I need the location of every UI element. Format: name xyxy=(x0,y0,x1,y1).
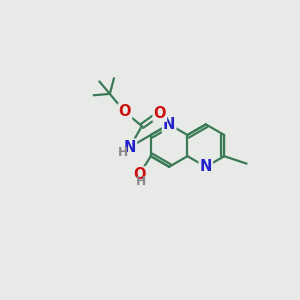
Text: O: O xyxy=(133,167,145,182)
Text: H: H xyxy=(118,146,128,159)
Text: N: N xyxy=(163,117,175,132)
Text: O: O xyxy=(154,106,166,121)
Text: N: N xyxy=(200,159,212,174)
Text: O: O xyxy=(118,104,131,119)
Text: H: H xyxy=(135,175,146,188)
Text: N: N xyxy=(124,140,136,154)
